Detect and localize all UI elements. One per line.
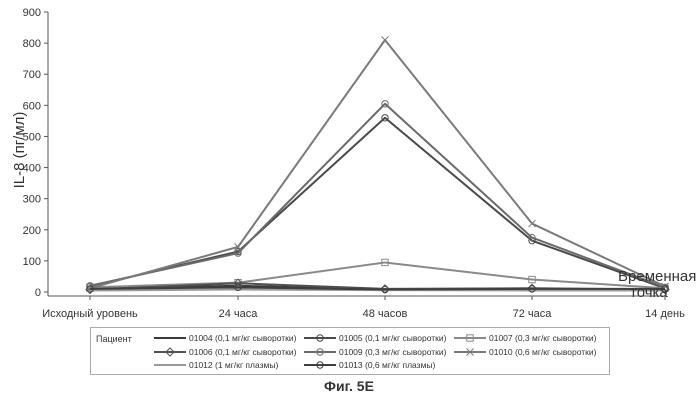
legend-entry: 01005 (0,1 мг/кг сыворотки) — [303, 332, 446, 344]
series-6 — [87, 37, 669, 292]
legend-label: 01004 (0,1 мг/кг сыворотки) — [189, 333, 296, 343]
legend-entry: 01013 (0,6 мг/кг плазмы) — [303, 359, 435, 371]
y-axis-title: IL-8 (пг/мл) — [11, 112, 28, 189]
y-tick-label: 600 — [23, 100, 41, 112]
x-tick-label: 72 часа — [513, 308, 553, 320]
series-line — [90, 104, 665, 288]
x-tick-label: 48 часов — [363, 308, 408, 320]
y-tick-label: 100 — [23, 256, 41, 268]
legend-entry: 01012 (1 мг/кг плазмы) — [153, 359, 278, 371]
legend-swatch — [303, 360, 337, 370]
legend-entry: 01009 (0,3 мг/кг сыворотки) — [303, 346, 446, 358]
legend-swatch — [453, 347, 487, 357]
legend-label: 01009 (0,3 мг/кг сыворотки) — [339, 347, 446, 357]
legend-label: 01013 (0,6 мг/кг плазмы) — [339, 360, 435, 370]
legend-entry: 01004 (0,1 мг/кг сыворотки) — [153, 332, 296, 344]
legend-label: 01010 (0,6 мг/кг сыворотки) — [489, 347, 596, 357]
legend-swatch — [153, 360, 187, 370]
y-tick-label: 800 — [23, 38, 41, 50]
chart-legend: Пациент 01004 (0,1 мг/кг сыворотки) 01005… — [90, 327, 610, 375]
y-tick-label: 700 — [23, 69, 41, 81]
chart-axes: 0100200300400500600700800900Исходный уро… — [23, 7, 685, 320]
data-point — [529, 220, 536, 227]
y-tick-label: 0 — [35, 287, 41, 299]
series-line — [90, 40, 665, 288]
x-axis-title-line2: точка — [630, 284, 668, 301]
series-5 — [87, 101, 668, 291]
legend-swatch — [303, 333, 337, 343]
chart-series — [86, 37, 669, 294]
legend-label: 01012 (1 мг/кг плазмы) — [189, 360, 278, 370]
legend-swatch — [153, 347, 187, 357]
y-tick-label: 900 — [23, 7, 41, 19]
y-tick-label: 300 — [23, 194, 41, 206]
figure-caption: Фиг. 5Е — [0, 378, 698, 394]
x-tick-label: 14 день — [645, 308, 685, 320]
legend-title: Пациент — [96, 334, 132, 344]
legend-entry: 01007 (0,3 мг/кг сыворотки) — [453, 332, 596, 344]
legend-entry: 01006 (0,1 мг/кг сыворотки) — [153, 346, 296, 358]
legend-swatch — [303, 347, 337, 357]
legend-swatch — [453, 333, 487, 343]
legend-label: 01007 (0,3 мг/кг сыворотки) — [489, 333, 596, 343]
x-axis-title-line1: Временная — [618, 268, 696, 285]
legend-label: 01006 (0,1 мг/кг сыворотки) — [189, 347, 296, 357]
x-tick-label: Исходный уровень — [42, 308, 138, 320]
x-tick-label: 24 часа — [219, 308, 259, 320]
legend-entry: 01010 (0,6 мг/кг сыворотки) — [453, 346, 596, 358]
legend-label: 01005 (0,1 мг/кг сыворотки) — [339, 333, 446, 343]
data-point — [382, 37, 389, 44]
legend-swatch — [153, 333, 187, 343]
y-tick-label: 200 — [23, 225, 41, 237]
